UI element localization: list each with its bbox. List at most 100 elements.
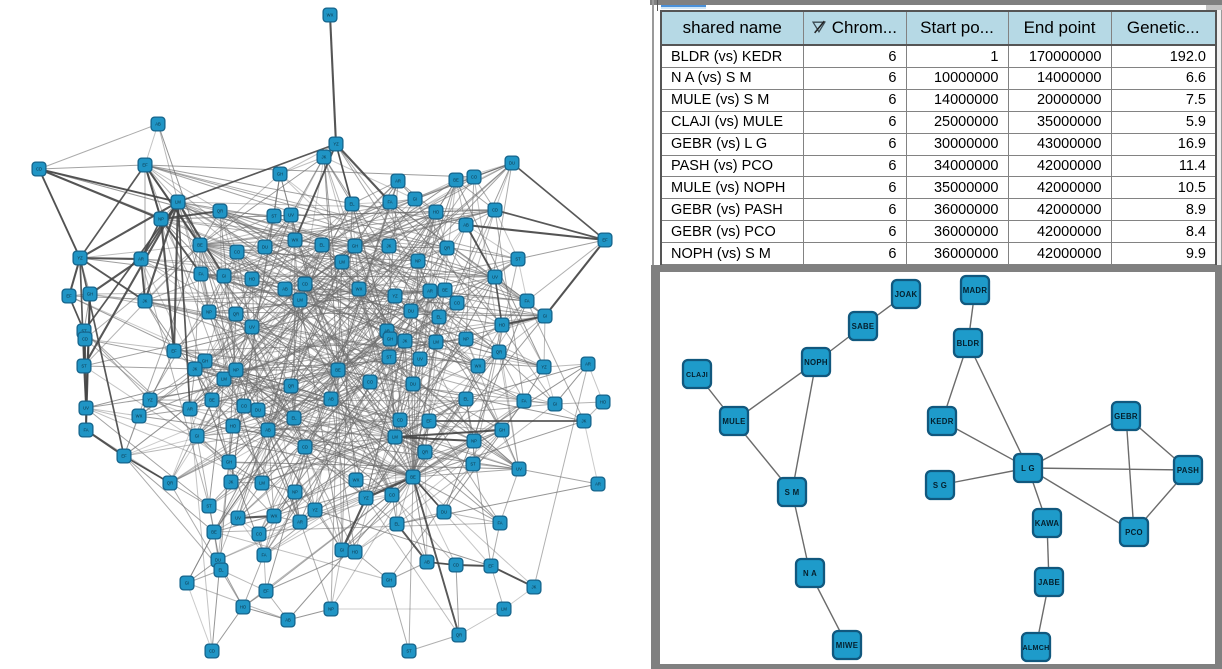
svg-text:NP: NP xyxy=(292,490,298,495)
svg-text:LM: LM xyxy=(339,260,345,265)
svg-text:YZ: YZ xyxy=(333,142,339,147)
svg-text:EL: EL xyxy=(349,202,355,207)
svg-text:WX: WX xyxy=(356,287,363,292)
svg-text:BE: BE xyxy=(335,368,341,373)
svg-text:FA: FA xyxy=(497,521,502,526)
svg-text:JK: JK xyxy=(532,585,537,590)
svg-text:LM: LM xyxy=(175,200,181,205)
svg-text:NP: NP xyxy=(206,310,212,315)
svg-text:QR: QR xyxy=(217,209,223,214)
svg-text:AB: AB xyxy=(328,397,334,402)
svg-text:S G: S G xyxy=(933,481,947,490)
svg-text:EF: EF xyxy=(171,349,177,354)
svg-text:AB: AB xyxy=(285,618,291,623)
svg-text:FA: FA xyxy=(198,272,203,277)
svg-text:YZ: YZ xyxy=(77,256,83,261)
svg-text:HO: HO xyxy=(433,210,440,215)
svg-text:LM: LM xyxy=(297,298,303,303)
svg-text:WX: WX xyxy=(475,364,482,369)
svg-text:AB: AB xyxy=(424,560,430,565)
svg-text:YZ: YZ xyxy=(147,398,153,403)
svg-text:JK: JK xyxy=(582,419,587,424)
svg-text:CD: CD xyxy=(397,418,403,423)
svg-text:ST: ST xyxy=(515,257,521,262)
svg-text:SABE: SABE xyxy=(852,322,875,331)
svg-text:UV: UV xyxy=(83,406,89,411)
svg-text:EF: EF xyxy=(263,589,269,594)
svg-text:UV: UV xyxy=(249,325,255,330)
svg-text:GI: GI xyxy=(553,402,557,407)
svg-text:ST: ST xyxy=(81,329,87,334)
svg-text:S M: S M xyxy=(785,488,800,497)
svg-text:CO: CO xyxy=(389,493,396,498)
svg-text:NOPH: NOPH xyxy=(804,358,828,367)
svg-text:HO: HO xyxy=(600,400,607,405)
svg-text:PCO: PCO xyxy=(1125,528,1143,537)
svg-text:JK: JK xyxy=(403,339,408,344)
svg-text:HO: HO xyxy=(499,323,506,328)
svg-text:GI: GI xyxy=(340,548,344,553)
svg-text:KEDR: KEDR xyxy=(930,417,953,426)
svg-text:YZ: YZ xyxy=(363,496,369,501)
svg-text:ST: ST xyxy=(206,504,212,509)
svg-text:AB: AB xyxy=(282,287,288,292)
svg-text:YZ: YZ xyxy=(312,508,318,513)
svg-text:CD: CD xyxy=(302,445,308,450)
svg-text:UV: UV xyxy=(417,357,423,362)
svg-text:AB: AB xyxy=(384,329,390,334)
svg-text:JABE: JABE xyxy=(1038,578,1060,587)
svg-text:GH: GH xyxy=(202,359,208,364)
svg-text:BLDR: BLDR xyxy=(957,339,980,348)
svg-text:UV: UV xyxy=(492,275,498,280)
svg-text:ST: ST xyxy=(271,214,277,219)
svg-text:GI: GI xyxy=(543,314,547,319)
svg-text:WX: WX xyxy=(327,13,334,18)
svg-text:NP: NP xyxy=(463,337,469,342)
svg-text:CD: CD xyxy=(209,649,215,654)
svg-text:HO: HO xyxy=(352,550,359,555)
svg-text:DU: DU xyxy=(509,161,515,166)
svg-text:DU: DU xyxy=(441,510,447,515)
svg-text:NP: NP xyxy=(328,607,334,612)
svg-text:CD: CD xyxy=(492,208,498,213)
svg-text:MULE: MULE xyxy=(722,417,745,426)
svg-text:EF: EF xyxy=(426,419,432,424)
svg-text:QR: QR xyxy=(233,312,239,317)
svg-text:QR: QR xyxy=(288,384,294,389)
svg-text:JK: JK xyxy=(322,155,327,160)
svg-text:QR: QR xyxy=(167,481,173,486)
svg-text:JK: JK xyxy=(143,299,148,304)
svg-text:GI: GI xyxy=(222,274,226,279)
svg-text:DU: DU xyxy=(262,245,268,250)
svg-text:QR: QR xyxy=(422,450,428,455)
svg-text:EL: EL xyxy=(291,416,297,421)
svg-text:AR: AR xyxy=(395,179,401,184)
svg-text:AR: AR xyxy=(297,520,303,525)
svg-text:EF: EF xyxy=(142,163,148,168)
svg-text:ST: ST xyxy=(81,364,87,369)
svg-text:L G: L G xyxy=(1021,464,1035,473)
svg-text:FA: FA xyxy=(521,399,526,404)
svg-text:LM: LM xyxy=(221,377,227,382)
svg-text:UV: UV xyxy=(235,516,241,521)
svg-text:QR: QR xyxy=(444,246,450,251)
svg-text:NP: NP xyxy=(233,368,239,373)
svg-text:HO: HO xyxy=(240,605,247,610)
svg-text:CO: CO xyxy=(234,250,241,255)
svg-text:ALMCH: ALMCH xyxy=(1022,644,1049,652)
svg-text:BE: BE xyxy=(410,475,416,480)
svg-text:JK: JK xyxy=(193,367,198,372)
svg-text:JK: JK xyxy=(387,244,392,249)
svg-text:GI: GI xyxy=(195,434,199,439)
svg-text:WX: WX xyxy=(136,414,143,419)
svg-text:BE: BE xyxy=(211,530,217,535)
svg-text:BE: BE xyxy=(453,178,459,183)
svg-text:AR: AR xyxy=(427,289,433,294)
svg-text:BE: BE xyxy=(442,288,448,293)
svg-text:FA: FA xyxy=(83,428,88,433)
svg-text:WX: WX xyxy=(353,478,360,483)
svg-text:GH: GH xyxy=(277,172,283,177)
svg-text:WX: WX xyxy=(271,514,278,519)
svg-text:DU: DU xyxy=(410,382,416,387)
svg-text:MIWE: MIWE xyxy=(836,641,858,650)
